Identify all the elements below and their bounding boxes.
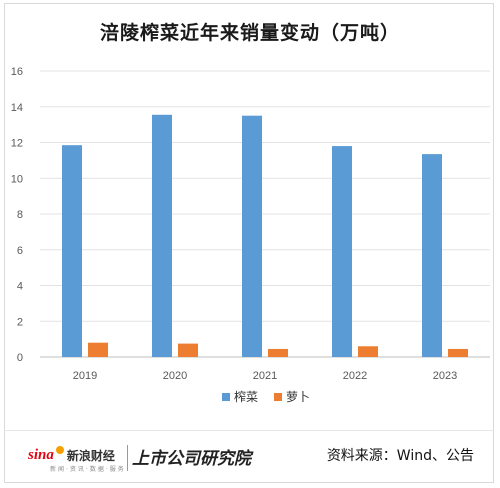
- source-note: 资料来源：Wind、公告: [326, 448, 474, 464]
- y-tick-label: 4: [17, 281, 23, 293]
- sina-brand-text: 新浪财经: [66, 449, 115, 463]
- x-tick-label: 2019: [73, 370, 97, 382]
- y-tick-label: 0: [17, 352, 23, 364]
- x-tick-label: 2023: [433, 370, 457, 382]
- bar-luobo-2020: [178, 343, 198, 357]
- legend-swatch: [274, 393, 282, 401]
- y-tick-label: 8: [17, 209, 23, 221]
- legend-label: 萝卜: [286, 390, 310, 404]
- x-tick-label: 2020: [163, 370, 187, 382]
- sina-sub-text: 新闻·资讯·数据·服务: [50, 466, 126, 473]
- x-tick-label: 2021: [253, 370, 277, 382]
- y-tick-label: 14: [11, 102, 23, 114]
- bar-luobo-2021: [268, 348, 288, 357]
- bar-zhacai-2022: [332, 146, 352, 357]
- y-tick-label: 10: [11, 173, 23, 185]
- footer: sina 新浪财经 新闻·资讯·数据·服务 上市公司研究院 资料来源：Wind、…: [4, 430, 494, 484]
- x-axis: 2019 2020 2021 2022 2023: [73, 370, 457, 382]
- bar-chart: 0 2 4 6 8 10 12 14 16 2019 2020 2021 2022 2023 榨菜 萝卜: [11, 66, 490, 404]
- x-tick-label: 2022: [343, 370, 367, 382]
- research-institute-logo: 上市公司研究院: [132, 449, 251, 469]
- y-tick-label: 6: [17, 245, 23, 257]
- sina-finance-logo: sina 新浪财经: [28, 445, 115, 464]
- sina-eye-icon: [55, 445, 64, 454]
- y-axis: 0 2 4 6 8 10 12 14 16: [11, 66, 23, 364]
- bar-luobo-2019: [88, 342, 108, 357]
- bar-zhacai-2020: [152, 114, 172, 357]
- y-tick-label: 12: [11, 138, 23, 150]
- legend: 榨菜 萝卜: [222, 389, 310, 404]
- sina-logo-icon: sina: [28, 447, 54, 463]
- chart-title: 涪陵榨菜近年来销量变动（万吨）: [99, 22, 400, 44]
- gridlines: [40, 70, 490, 358]
- y-tick-label: 2: [17, 316, 23, 328]
- bar-zhacai-2021: [242, 115, 262, 357]
- logo-divider: [127, 445, 128, 471]
- bar-luobo-2023: [448, 348, 468, 357]
- bar-luobo-2022: [358, 346, 378, 357]
- legend-label: 榨菜: [234, 389, 258, 404]
- bar-zhacai-2019: [62, 145, 82, 357]
- legend-swatch: [222, 393, 230, 401]
- y-tick-label: 16: [11, 66, 23, 78]
- bar-zhacai-2023: [422, 154, 442, 357]
- bar-series: [62, 114, 468, 357]
